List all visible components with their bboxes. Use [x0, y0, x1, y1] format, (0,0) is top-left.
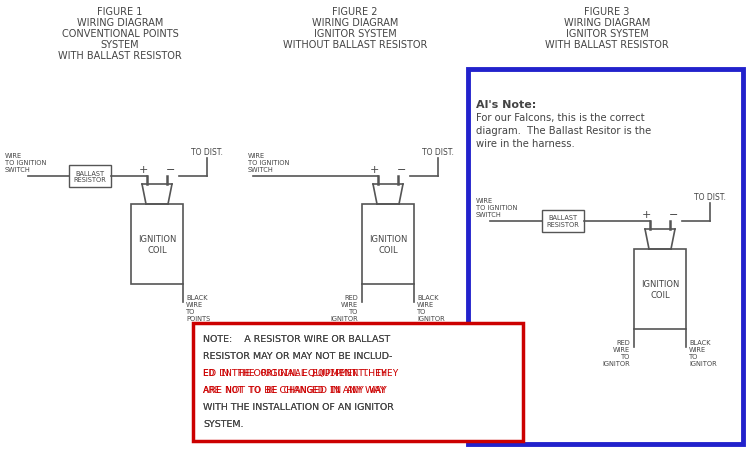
Text: TO DIST.: TO DIST. [694, 193, 726, 202]
Text: BLACK
WIRE
TO
POINTS: BLACK WIRE TO POINTS [186, 294, 210, 321]
Text: RESISTOR MAY OR MAY NOT BE INCLUD-: RESISTOR MAY OR MAY NOT BE INCLUD- [203, 351, 392, 360]
Text: WITH THE INSTALLATION OF AN IGNITOR: WITH THE INSTALLATION OF AN IGNITOR [203, 402, 394, 411]
Text: WIRE
TO IGNITION
SWITCH: WIRE TO IGNITION SWITCH [5, 153, 46, 173]
Text: RED
WIRE
TO
IGNITOR: RED WIRE TO IGNITOR [602, 339, 630, 366]
Text: BLACK
WIRE
TO
IGNITOR: BLACK WIRE TO IGNITOR [417, 294, 445, 321]
Text: RESISTOR MAY OR MAY NOT BE INCLUD-: RESISTOR MAY OR MAY NOT BE INCLUD- [203, 351, 392, 360]
Text: NOTE:    A RESISTOR WIRE OR BALLAST: NOTE: A RESISTOR WIRE OR BALLAST [203, 334, 390, 343]
Text: WIRE
TO IGNITION
SWITCH: WIRE TO IGNITION SWITCH [476, 197, 518, 218]
Text: IGNITOR SYSTEM: IGNITOR SYSTEM [314, 29, 396, 39]
Text: WIRING DIAGRAM: WIRING DIAGRAM [564, 18, 650, 28]
Text: WITHOUT BALLAST RESISTOR: WITHOUT BALLAST RESISTOR [283, 40, 428, 50]
Bar [362, 205, 414, 285]
Text: diagram.  The Ballast Resitor is the: diagram. The Ballast Resitor is the [476, 126, 651, 136]
Bar [193, 323, 523, 441]
Bar [131, 205, 183, 285]
Bar [634, 249, 686, 329]
Text: CONVENTIONAL POINTS: CONVENTIONAL POINTS [62, 29, 178, 39]
Text: IGNITION
COIL: IGNITION COIL [640, 280, 680, 299]
Bar [468, 70, 743, 444]
Text: SYSTEM: SYSTEM [100, 40, 140, 50]
Text: +: + [369, 165, 379, 174]
Bar [69, 166, 111, 188]
Text: FIGURE 1: FIGURE 1 [98, 7, 142, 17]
Text: SYSTEM.: SYSTEM. [203, 419, 244, 428]
Text: +: + [641, 210, 651, 219]
Text: TO DIST.: TO DIST. [422, 148, 454, 157]
Text: IGNITION
COIL: IGNITION COIL [138, 235, 176, 254]
Text: IGNITION
COIL: IGNITION COIL [369, 235, 407, 254]
Text: WIRE
TO IGNITION
SWITCH: WIRE TO IGNITION SWITCH [248, 153, 290, 173]
Bar [542, 211, 584, 233]
Text: Al's Note:: Al's Note: [476, 100, 536, 110]
Text: ARE NOT TO BE CHANGED IN ANY WAY: ARE NOT TO BE CHANGED IN ANY WAY [203, 385, 386, 394]
Text: WITH BALLAST RESISTOR: WITH BALLAST RESISTOR [58, 51, 182, 61]
Text: WITH THE INSTALLATION OF AN IGNITOR: WITH THE INSTALLATION OF AN IGNITOR [203, 402, 394, 411]
Text: ED IN THE ORIGINAL EQUIPMENT. THEY: ED IN THE ORIGINAL EQUIPMENT. THEY [203, 368, 398, 377]
Text: TO DIST.: TO DIST. [191, 148, 223, 157]
Text: −: − [166, 165, 176, 174]
Text: For our Falcons, this is the correct: For our Falcons, this is the correct [476, 113, 644, 123]
Text: SYSTEM.: SYSTEM. [203, 419, 244, 428]
Text: −: − [669, 210, 679, 219]
Text: WIRING DIAGRAM: WIRING DIAGRAM [312, 18, 398, 28]
Text: FIGURE 2: FIGURE 2 [332, 7, 378, 17]
Text: BALLAST
RESISTOR: BALLAST RESISTOR [547, 215, 580, 228]
Text: ARE NOT TO BE CHANGED IN ANY WAY: ARE NOT TO BE CHANGED IN ANY WAY [203, 385, 387, 394]
Text: NOTE:    A RESISTOR WIRE OR BALLAST: NOTE: A RESISTOR WIRE OR BALLAST [203, 334, 390, 343]
Text: wire in the harness.: wire in the harness. [476, 139, 574, 149]
Text: +: + [138, 165, 148, 174]
Text: WITH BALLAST RESISTOR: WITH BALLAST RESISTOR [545, 40, 669, 50]
Text: BALLAST
RESISTOR: BALLAST RESISTOR [74, 170, 106, 183]
Text: −: − [398, 165, 406, 174]
Text: RED
WIRE
TO
IGNITOR: RED WIRE TO IGNITOR [330, 294, 358, 321]
Text: ED IN THE ORIGINAL EQUIPMENT. THEY: ED IN THE ORIGINAL EQUIPMENT. THEY [203, 368, 387, 377]
Text: BLACK
WIRE
TO
IGNITOR: BLACK WIRE TO IGNITOR [689, 339, 717, 366]
Text: WIRING DIAGRAM: WIRING DIAGRAM [76, 18, 164, 28]
Text: IGNITOR SYSTEM: IGNITOR SYSTEM [566, 29, 648, 39]
Text: FIGURE 3: FIGURE 3 [584, 7, 630, 17]
